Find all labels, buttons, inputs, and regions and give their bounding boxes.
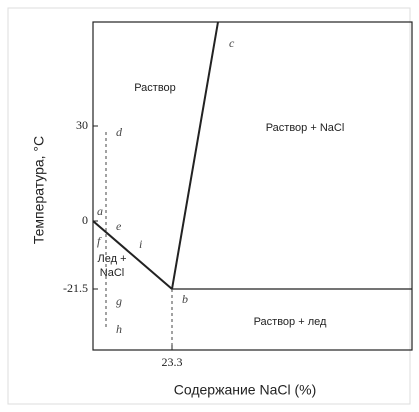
point-label: f bbox=[97, 234, 102, 248]
region-label: NaCl bbox=[100, 267, 124, 279]
region-label: Раствор bbox=[134, 82, 176, 94]
region-label: Раствор + лед bbox=[254, 316, 327, 328]
y-tick: 0 bbox=[82, 213, 88, 227]
y-tick: 30 bbox=[76, 118, 88, 132]
x-label: Содержание NaCl (%) bbox=[174, 382, 317, 398]
point-label: i bbox=[139, 237, 142, 251]
point-label: e bbox=[116, 219, 122, 233]
point-label: g bbox=[116, 294, 122, 308]
salt-line bbox=[171, 21, 219, 290]
point-label: a bbox=[97, 204, 103, 218]
point-label: h bbox=[116, 322, 122, 336]
ice-line bbox=[92, 220, 173, 290]
point-label: d bbox=[116, 125, 123, 139]
region-label: Раствор + NaCl bbox=[266, 122, 345, 134]
y-label: Температура, °C bbox=[31, 136, 47, 244]
region-label: Лед + bbox=[98, 253, 127, 265]
point-label: b bbox=[182, 292, 188, 306]
plot-box bbox=[92, 21, 413, 351]
x-tick: 23.3 bbox=[162, 355, 183, 369]
y-tick: -21.5 bbox=[63, 281, 88, 295]
point-label: c bbox=[229, 36, 235, 50]
frame bbox=[7, 7, 411, 405]
